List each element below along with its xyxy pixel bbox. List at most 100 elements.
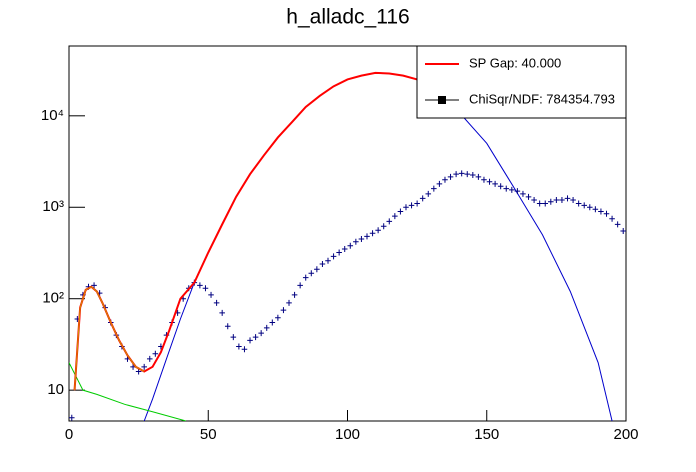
data-point (325, 257, 331, 264)
data-point (598, 208, 604, 215)
data-point (436, 180, 443, 187)
data-point (291, 291, 298, 298)
data-point (297, 282, 303, 289)
plot-area (69, 71, 626, 421)
data-point (525, 193, 532, 200)
data-point (587, 204, 593, 211)
data-point (375, 227, 381, 234)
y-tick-label: 10 (47, 381, 64, 398)
data-point (403, 204, 409, 211)
data-point (302, 274, 309, 281)
chart-title: h_alladc_116 (286, 6, 409, 29)
data-point (380, 223, 387, 230)
fit-curve (74, 286, 145, 391)
data-point (536, 200, 543, 207)
legend-label: SP Gap: 40.000 (469, 55, 561, 70)
data-point (269, 319, 276, 326)
fit-curve (69, 362, 187, 421)
data-point (258, 330, 264, 337)
data-point (146, 355, 153, 362)
data-point (609, 215, 615, 222)
x-tick-label: 0 (65, 426, 73, 443)
data-point (503, 185, 510, 192)
data-point (486, 178, 493, 185)
data-point (414, 200, 420, 207)
data-point (152, 350, 159, 357)
data-point (542, 200, 549, 207)
data-point (592, 206, 599, 213)
data-point (213, 299, 220, 306)
data-point (314, 266, 320, 273)
data-point (564, 195, 571, 202)
data-point (364, 233, 370, 240)
data-point (353, 238, 359, 245)
data-point (581, 202, 588, 209)
data-point (548, 198, 554, 205)
data-point (570, 197, 576, 204)
data-point (347, 242, 354, 249)
data-point (224, 323, 231, 330)
data-point (575, 200, 582, 207)
data-point (559, 197, 565, 204)
y-tick-label: 10³ (42, 198, 64, 215)
data-point (308, 270, 315, 277)
data-point (263, 324, 270, 331)
data-point (202, 285, 209, 292)
data-point (514, 188, 521, 195)
data-point (280, 307, 287, 314)
data-point (358, 235, 365, 242)
data-point (408, 202, 415, 209)
data-point (458, 170, 465, 177)
data-point (336, 249, 342, 256)
data-point (369, 230, 376, 237)
data-point (319, 260, 326, 267)
data-point (219, 309, 225, 316)
data-point (497, 183, 504, 190)
data-point (553, 197, 560, 204)
data-point (252, 334, 259, 341)
data-point (603, 210, 610, 217)
data-point (425, 190, 432, 197)
data-point (241, 346, 248, 353)
data-point (397, 208, 404, 215)
data-point (286, 299, 292, 306)
data-point (481, 176, 487, 183)
data-point (247, 337, 253, 344)
data-point (91, 282, 97, 289)
data-point (509, 186, 515, 193)
legend-marker (438, 96, 446, 104)
data-point (614, 221, 621, 228)
data-point (141, 363, 147, 370)
fit-curve (143, 72, 613, 421)
fit-curve (73, 71, 418, 391)
y-tick-label: 10⁴ (41, 107, 64, 124)
data-point (475, 173, 482, 180)
data-point (470, 172, 476, 179)
x-tick-label: 150 (474, 426, 499, 443)
data-point (69, 414, 75, 421)
x-tick-label: 50 (200, 426, 217, 443)
y-tick-label: 10² (42, 290, 64, 307)
x-tick-label: 100 (335, 426, 360, 443)
data-point (208, 291, 214, 298)
data-point (520, 190, 526, 197)
data-point (419, 195, 426, 202)
data-point (392, 213, 398, 220)
legend-box (416, 45, 627, 119)
data-point (197, 282, 203, 289)
data-point (531, 197, 537, 204)
data-point (431, 185, 437, 192)
data-point (330, 253, 337, 260)
data-point (236, 343, 242, 350)
data-point (447, 173, 454, 180)
data-point (464, 171, 471, 178)
data-point (442, 176, 448, 183)
x-tick-label: 200 (613, 426, 638, 443)
data-point (386, 218, 393, 225)
legend-label: ChiSqr/NDF: 784354.793 (469, 91, 615, 106)
data-point (230, 334, 237, 341)
data-point (275, 314, 281, 321)
data-point (453, 171, 459, 178)
